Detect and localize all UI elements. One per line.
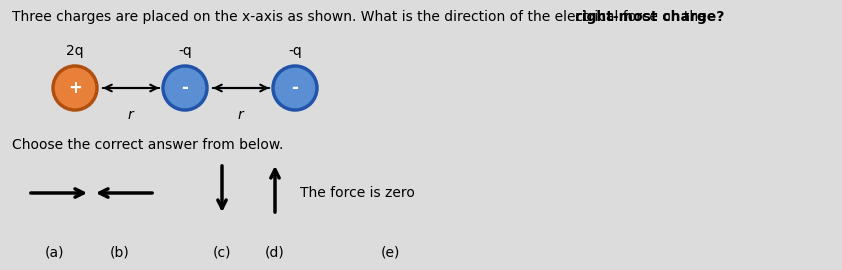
Text: r: r — [237, 108, 242, 122]
Text: -q: -q — [179, 44, 192, 58]
Text: right-most charge?: right-most charge? — [575, 10, 724, 24]
Text: (b): (b) — [110, 245, 130, 259]
Circle shape — [273, 66, 317, 110]
Text: (a): (a) — [45, 245, 65, 259]
Text: -q: -q — [288, 44, 302, 58]
Text: -: - — [182, 79, 189, 97]
Text: Three charges are placed on the x-axis as shown. What is the direction of the el: Three charges are placed on the x-axis a… — [12, 10, 711, 24]
Text: (c): (c) — [213, 245, 232, 259]
Circle shape — [53, 66, 97, 110]
Text: +: + — [68, 79, 82, 97]
Text: (d): (d) — [265, 245, 285, 259]
Text: The force is zero: The force is zero — [300, 186, 415, 200]
Text: r: r — [127, 108, 133, 122]
Circle shape — [163, 66, 207, 110]
Text: 2q: 2q — [67, 44, 84, 58]
Text: Choose the correct answer from below.: Choose the correct answer from below. — [12, 138, 284, 152]
Text: (e): (e) — [381, 245, 400, 259]
Text: -: - — [291, 79, 298, 97]
